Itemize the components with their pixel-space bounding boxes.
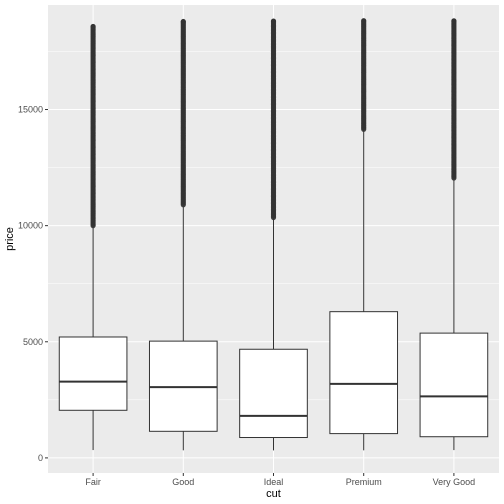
x-tick-label: Very Good bbox=[433, 477, 476, 487]
y-tick-label: 0 bbox=[38, 453, 43, 463]
y-axis: 0 5000 10000 15000 bbox=[18, 105, 48, 463]
box-iqr bbox=[419, 332, 489, 438]
y-tick-label: 15000 bbox=[18, 105, 43, 115]
x-tick-label: Ideal bbox=[264, 477, 284, 487]
box-iqr bbox=[58, 336, 128, 411]
y-tick-label: 5000 bbox=[23, 337, 43, 347]
box-fair bbox=[58, 23, 128, 451]
box-good bbox=[148, 18, 218, 451]
y-tick-label: 10000 bbox=[18, 221, 43, 231]
x-tick-label: Fair bbox=[85, 477, 101, 487]
x-tick-label: Good bbox=[172, 477, 194, 487]
outlier-point bbox=[270, 18, 277, 24]
outlier-point bbox=[451, 18, 457, 24]
box-premium bbox=[329, 18, 399, 451]
box-iqr bbox=[329, 311, 399, 435]
outlier-point bbox=[90, 23, 96, 30]
y-axis-title: price bbox=[4, 227, 16, 251]
box-iqr bbox=[239, 348, 308, 439]
x-tick-label: Premium bbox=[346, 477, 382, 487]
outlier-point bbox=[180, 18, 186, 25]
x-axis-title: cut bbox=[266, 488, 281, 500]
box-very-good bbox=[419, 18, 489, 451]
box-series bbox=[58, 18, 489, 451]
x-axis: Fair Good Ideal Premium Very Good bbox=[85, 473, 475, 487]
outlier-point bbox=[361, 18, 367, 24]
box-ideal bbox=[239, 18, 308, 451]
